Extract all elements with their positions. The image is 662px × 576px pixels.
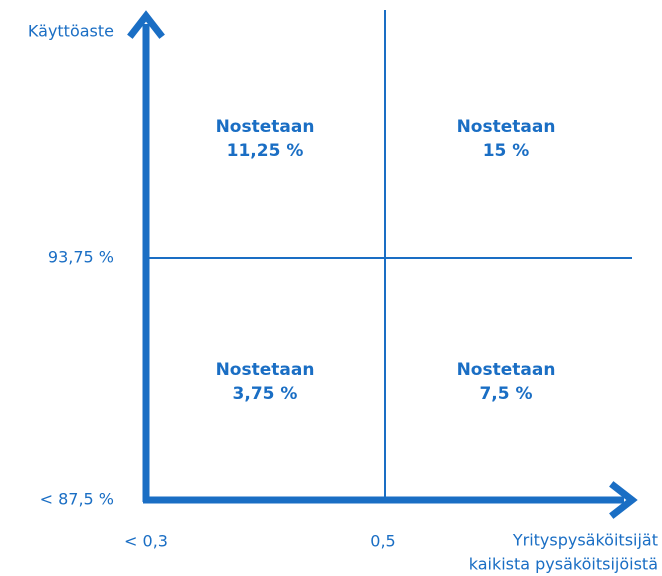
quadrant-value: 15 % bbox=[483, 141, 530, 161]
y-label: 93,75 % bbox=[48, 248, 114, 267]
quadrant-heading: Nostetaan bbox=[457, 117, 556, 137]
quadrant-value: 11,25 % bbox=[227, 141, 304, 161]
y-label: < 87,5 % bbox=[40, 490, 114, 509]
x-axis-title: kaikista pysäköitsijöistä bbox=[469, 555, 658, 574]
quadrant-value: 3,75 % bbox=[233, 384, 298, 404]
x-label: 0,5 bbox=[370, 532, 395, 551]
quadrant-heading: Nostetaan bbox=[216, 360, 315, 380]
quadrant-heading: Nostetaan bbox=[457, 360, 556, 380]
quadrant-heading: Nostetaan bbox=[216, 117, 315, 137]
x-label: < 0,3 bbox=[124, 532, 168, 551]
x-axis-arrow bbox=[609, 481, 638, 519]
y-axis-arrow bbox=[127, 10, 165, 39]
quadrant-value: 7,5 % bbox=[479, 384, 532, 404]
x-axis-title: Yrityspysäköitsijät bbox=[512, 531, 658, 550]
y-axis-title: Käyttöaste bbox=[28, 22, 114, 41]
